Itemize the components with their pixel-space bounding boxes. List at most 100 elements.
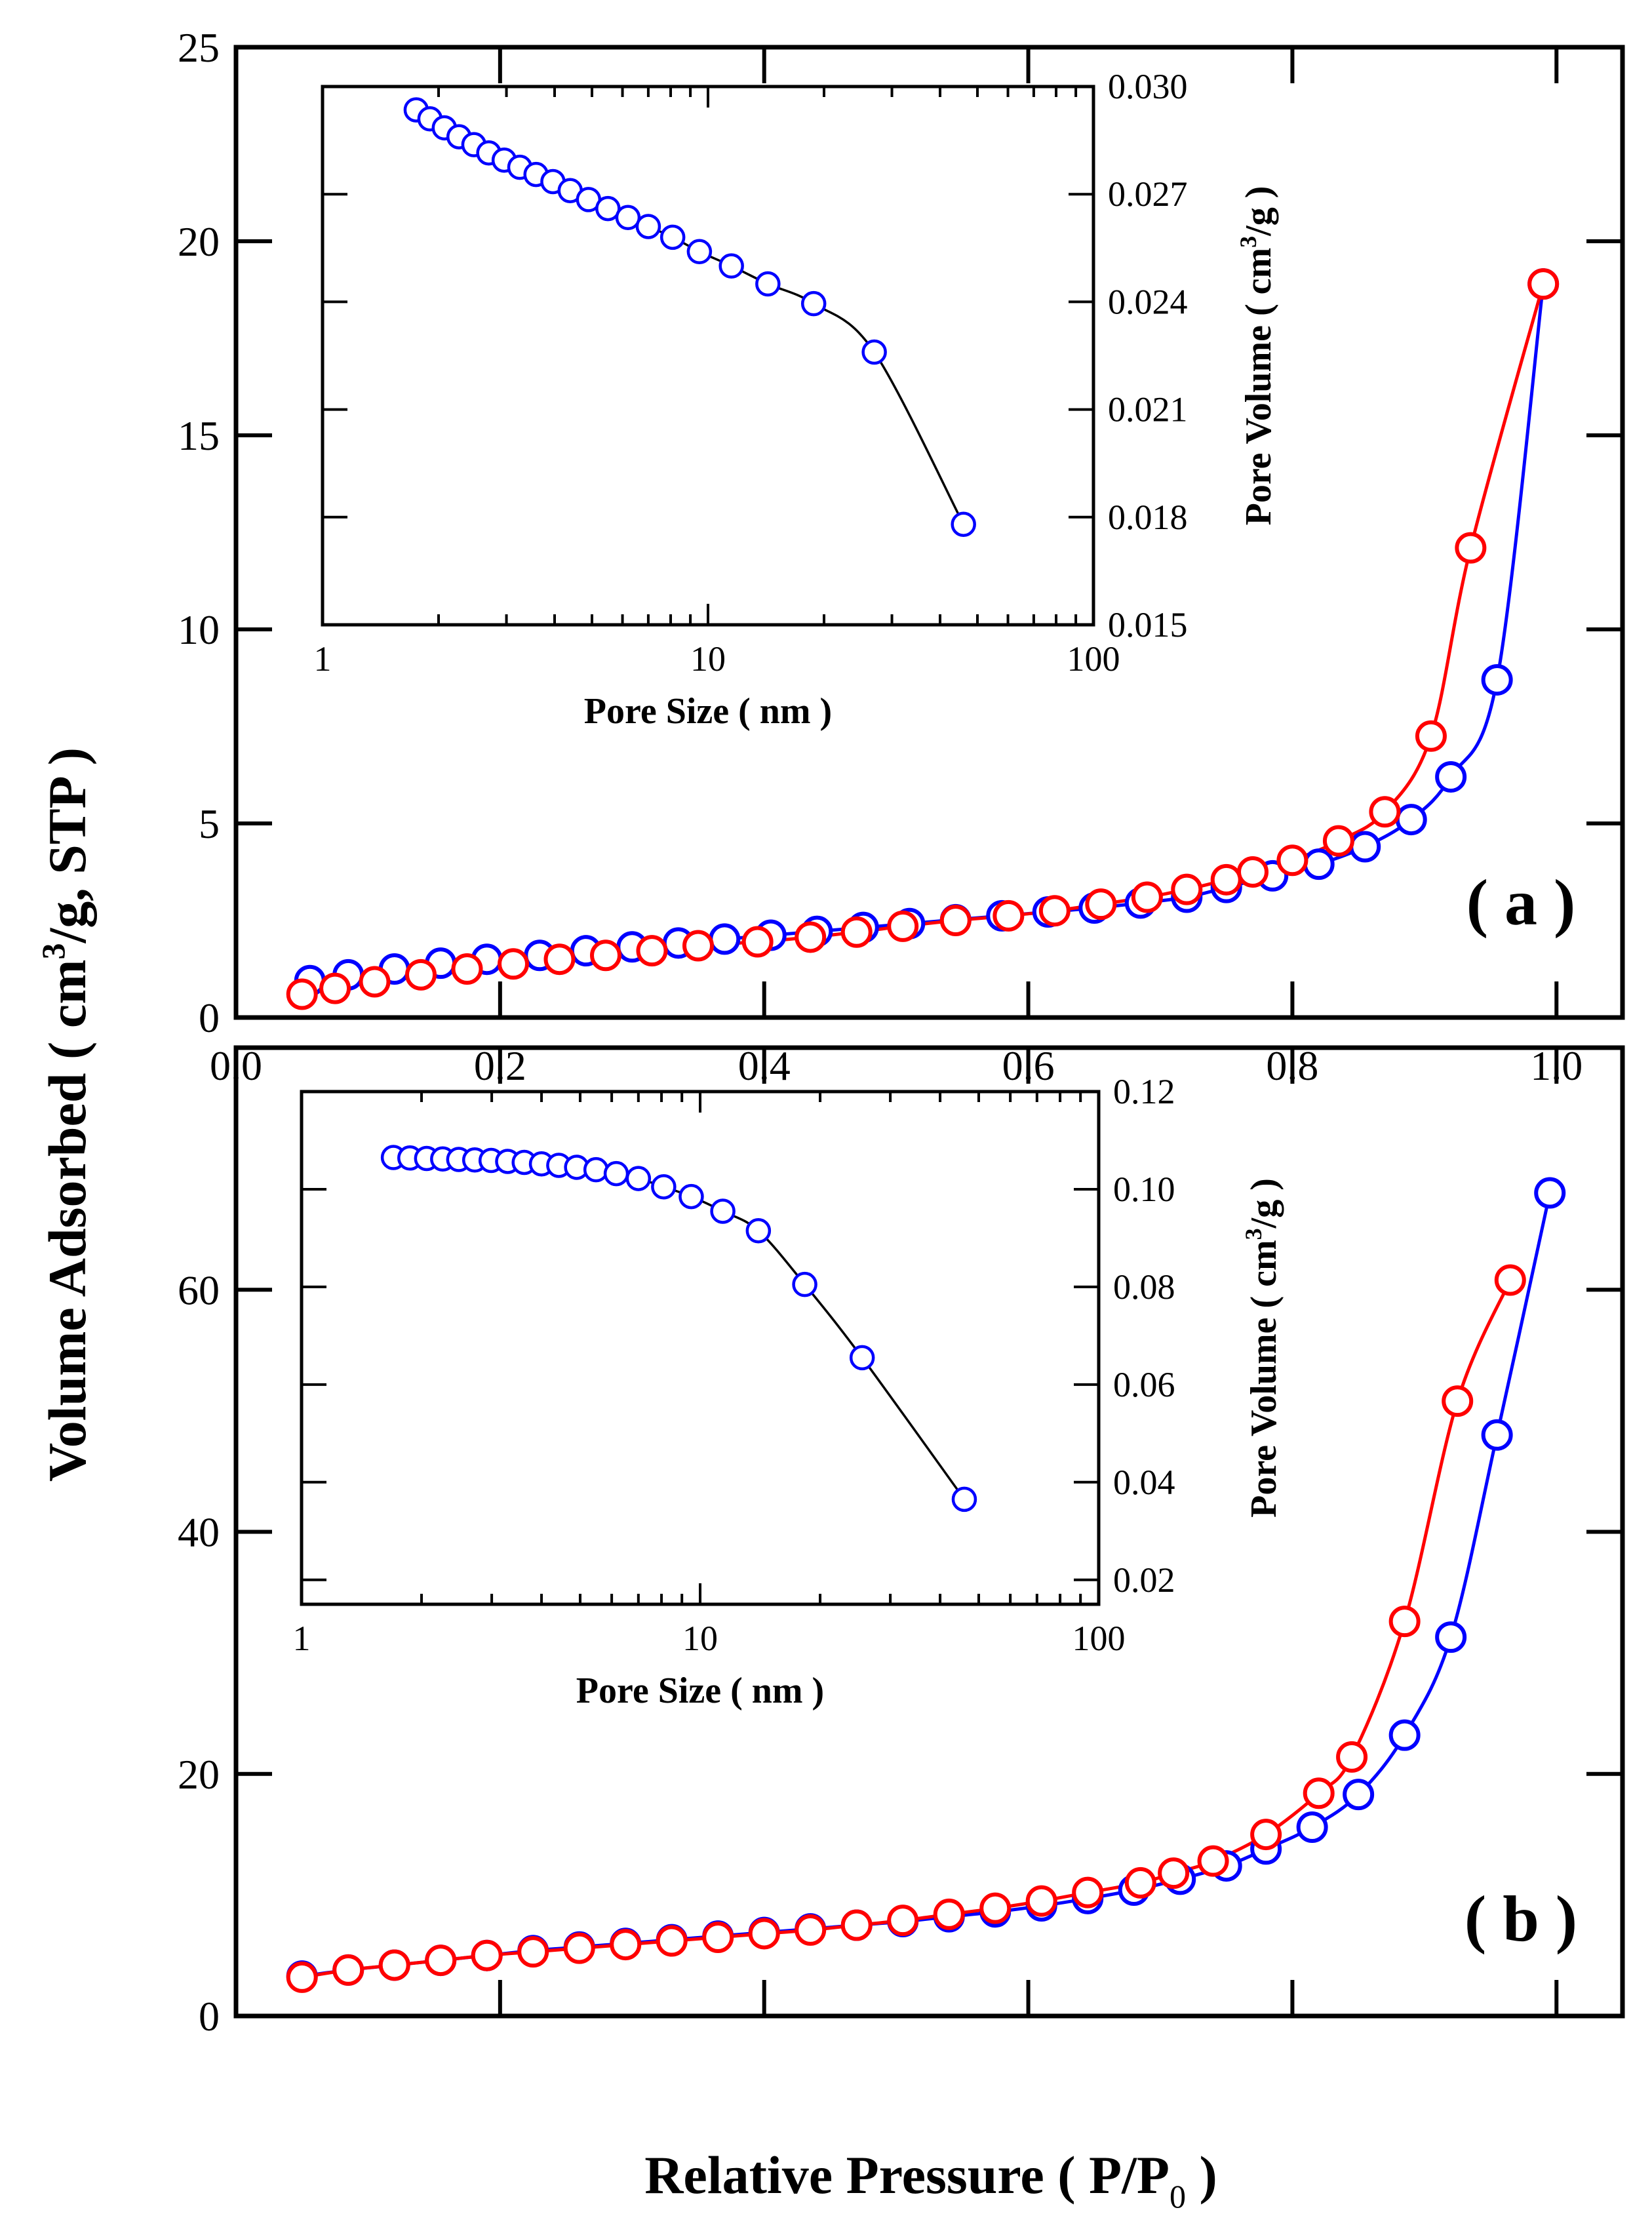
adsorption-point bbox=[1481, 663, 1513, 696]
inset-point bbox=[686, 239, 713, 265]
adsorption-curve bbox=[302, 1192, 1552, 1978]
inset-x-tick-label: 1 bbox=[293, 1619, 311, 1658]
inset-y-tick-label: 0.024 bbox=[1108, 282, 1188, 321]
adsorption-point bbox=[1296, 1811, 1328, 1843]
inset-y-tick-label: 0.021 bbox=[1108, 390, 1188, 429]
desorption-point bbox=[1250, 1819, 1282, 1851]
inset-point bbox=[603, 1160, 629, 1187]
desorption-point bbox=[1085, 888, 1117, 920]
adsorption-point bbox=[1343, 1779, 1375, 1811]
desorption-point bbox=[887, 1905, 919, 1937]
inset-y-tick-label: 0.015 bbox=[1108, 605, 1188, 644]
desorption-point bbox=[887, 910, 919, 942]
desorption-point bbox=[748, 1918, 780, 1950]
inset-frame bbox=[321, 85, 1095, 627]
inset-y-tick-label: 0.04 bbox=[1113, 1463, 1175, 1502]
panel-label: ( a ) bbox=[1466, 866, 1576, 939]
desorption-point bbox=[682, 930, 714, 962]
inset-point bbox=[635, 214, 661, 239]
inset-y-axis-title: Pore Volume ( cm3/g ) bbox=[1235, 186, 1279, 526]
desorption-curve bbox=[302, 283, 1545, 996]
inset-y-tick-label: 0.027 bbox=[1108, 174, 1188, 214]
desorption-point bbox=[1388, 1606, 1421, 1638]
inset-y-tick-label: 0.018 bbox=[1108, 498, 1188, 537]
desorption-point bbox=[795, 1914, 827, 1946]
adsorption-point bbox=[1435, 761, 1467, 793]
desorption-point bbox=[1369, 796, 1401, 828]
inset-curve bbox=[393, 1156, 966, 1500]
inset-point bbox=[651, 1174, 677, 1200]
desorption-point bbox=[563, 1932, 595, 1964]
inset-point bbox=[615, 205, 641, 231]
desorption-point bbox=[1442, 1385, 1474, 1417]
inset-point bbox=[595, 195, 621, 222]
desorption-point bbox=[359, 966, 391, 998]
desorption-curve bbox=[302, 1279, 1512, 1979]
desorption-point bbox=[610, 1929, 642, 1961]
desorption-point bbox=[1158, 1857, 1190, 1889]
inset-x-axis-title: Pore Size ( nm ) bbox=[584, 691, 832, 732]
y-tick-label: 0 bbox=[199, 995, 220, 1041]
desorption-point bbox=[636, 935, 668, 967]
y-tick-label: 10 bbox=[178, 606, 220, 653]
desorption-point bbox=[1038, 895, 1071, 927]
adsorption-point bbox=[1303, 848, 1335, 880]
y-tick-label: 15 bbox=[178, 412, 220, 459]
desorption-point bbox=[840, 916, 873, 948]
desorption-point bbox=[1527, 268, 1560, 300]
adsorption-point bbox=[1395, 804, 1427, 836]
desorption-point bbox=[741, 926, 774, 958]
inset-y-tick-label: 0.08 bbox=[1113, 1267, 1175, 1307]
inset-y-title-sup: 3 bbox=[1240, 1228, 1267, 1240]
y-tick-label: 25 bbox=[178, 24, 220, 71]
desorption-point bbox=[656, 1925, 688, 1957]
inset-point bbox=[718, 253, 744, 279]
y-tick-label: 60 bbox=[178, 1267, 220, 1313]
desorption-point bbox=[498, 948, 529, 980]
desorption-point bbox=[1131, 881, 1163, 913]
adsorption-point bbox=[1481, 1419, 1513, 1451]
inset-point bbox=[678, 1183, 704, 1210]
desorption-point bbox=[979, 1892, 1012, 1924]
inset-y-title-end: /g ) bbox=[1238, 186, 1279, 237]
inset-y-title-main: Pore Volume ( cm bbox=[1244, 1240, 1284, 1518]
inset-point bbox=[951, 511, 976, 537]
desorption-point bbox=[1210, 863, 1242, 896]
panel-label: ( b ) bbox=[1465, 1882, 1577, 1955]
adsorption-point bbox=[1388, 1719, 1421, 1751]
y-tick-label: 20 bbox=[178, 218, 220, 265]
inset-y-title-end: /g ) bbox=[1244, 1178, 1284, 1229]
desorption-point bbox=[517, 1936, 549, 1968]
inset-x-tick-label: 1 bbox=[314, 639, 332, 679]
inset-x-tick-label: 10 bbox=[690, 639, 726, 679]
desorption-point bbox=[1494, 1264, 1526, 1296]
figure-labels: Volume Adsorbed ( cm3/g, STP ) Relative … bbox=[35, 747, 1217, 2215]
inset-point bbox=[861, 339, 887, 365]
adsorption-curve bbox=[309, 283, 1545, 983]
inset-curve bbox=[415, 109, 965, 525]
desorption-point bbox=[378, 1949, 410, 1981]
desorption-point bbox=[286, 1961, 318, 1993]
inset-y-title-main: Pore Volume ( cm bbox=[1238, 248, 1279, 526]
inset-y-title-sup: 3 bbox=[1235, 236, 1261, 248]
inset-point bbox=[659, 224, 686, 250]
desorption-point bbox=[1303, 1777, 1335, 1809]
inset-point bbox=[755, 271, 781, 297]
inset-chart: 1 10 100 0.02 0.04 0.06 0.08 0.10 0.12 Pore Size … bbox=[293, 1072, 1285, 1711]
desorption-point bbox=[993, 899, 1025, 932]
inset-y-tick-label: 0.030 bbox=[1108, 67, 1188, 106]
y-tick-label: 20 bbox=[178, 1751, 220, 1798]
adsorption-point bbox=[709, 923, 741, 955]
inset-y-axis-title: Pore Volume ( cm3/g ) bbox=[1240, 1178, 1284, 1518]
desorption-point bbox=[840, 1909, 873, 1941]
y-axis-title: Volume Adsorbed ( cm3/g, STP ) bbox=[35, 747, 97, 1482]
adsorption-point bbox=[1349, 831, 1381, 863]
inset-x-tick-label: 100 bbox=[1067, 639, 1120, 679]
desorption-point bbox=[451, 953, 483, 985]
desorption-point bbox=[939, 905, 972, 936]
inset-point bbox=[800, 290, 827, 317]
inset-point bbox=[792, 1271, 817, 1297]
inset-point bbox=[745, 1218, 772, 1244]
